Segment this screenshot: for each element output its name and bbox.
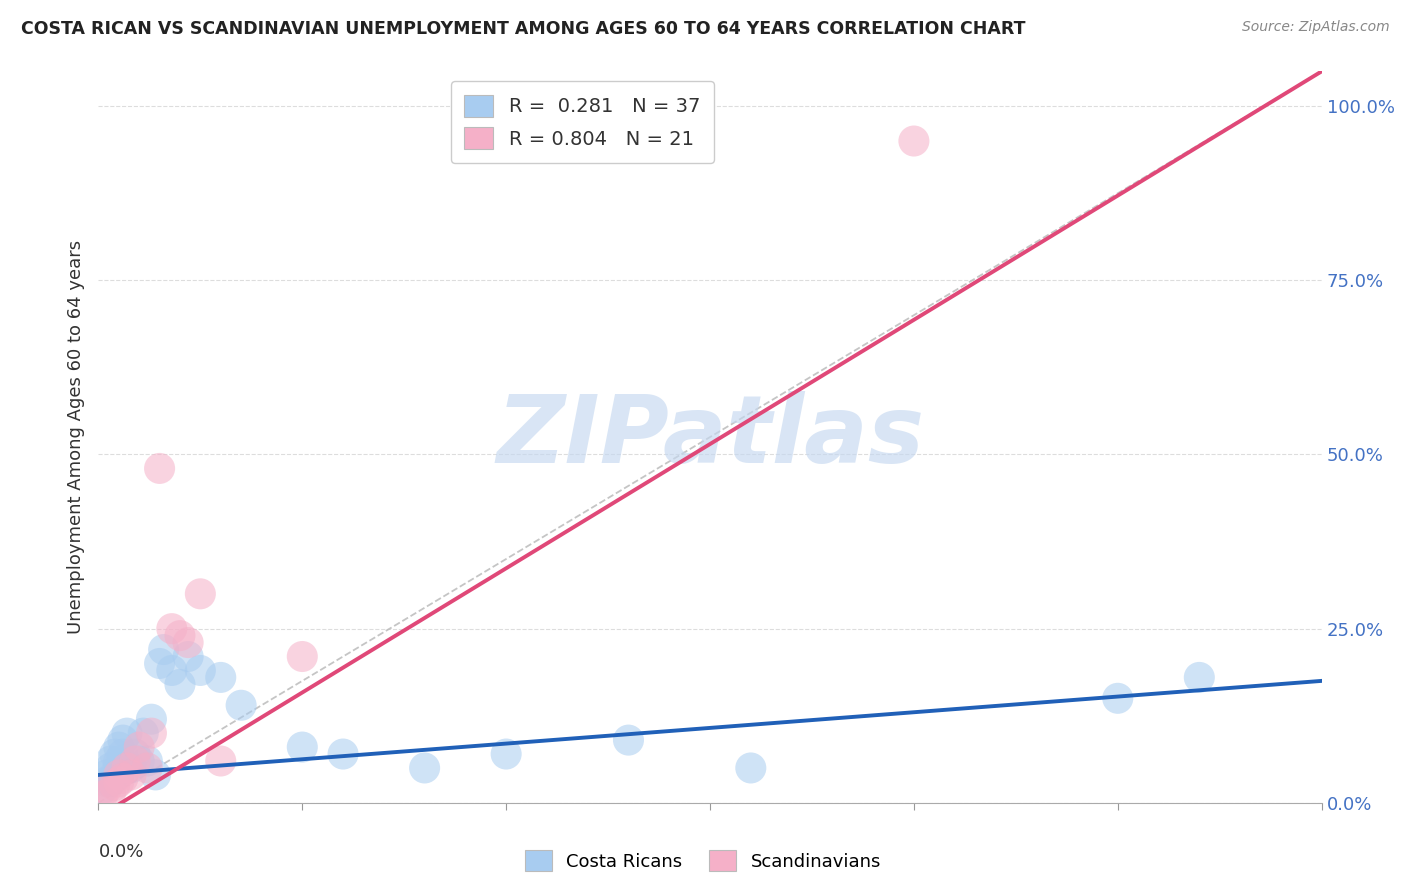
Point <box>188 587 212 601</box>
Point <box>291 649 314 664</box>
Point <box>111 733 134 747</box>
Point <box>136 761 159 775</box>
Point <box>115 761 138 775</box>
Point <box>96 775 118 789</box>
Point <box>108 768 131 782</box>
Point <box>332 747 354 761</box>
Point <box>100 754 122 768</box>
Point <box>128 754 150 768</box>
Point <box>115 726 138 740</box>
Point <box>96 768 118 782</box>
Point <box>291 740 314 755</box>
Point <box>104 778 127 792</box>
Point <box>149 461 172 475</box>
Text: Source: ZipAtlas.com: Source: ZipAtlas.com <box>1241 20 1389 34</box>
Point <box>160 664 183 678</box>
Point <box>104 747 127 761</box>
Point <box>160 622 183 636</box>
Point <box>413 761 436 775</box>
Legend: R =  0.281   N = 37, R = 0.804   N = 21: R = 0.281 N = 37, R = 0.804 N = 21 <box>451 81 714 163</box>
Point <box>91 789 114 803</box>
Point <box>111 772 134 786</box>
Point <box>169 629 191 643</box>
Point <box>111 747 134 761</box>
Point <box>100 775 122 789</box>
Point <box>124 754 146 768</box>
Point <box>96 781 118 796</box>
Point <box>177 635 200 649</box>
Point <box>177 649 200 664</box>
Point <box>188 664 212 678</box>
Text: 0.0%: 0.0% <box>98 843 143 861</box>
Point <box>108 754 131 768</box>
Point <box>1107 691 1129 706</box>
Point <box>141 726 163 740</box>
Point <box>132 726 155 740</box>
Point <box>1188 670 1211 684</box>
Point <box>128 740 150 755</box>
Point <box>209 754 232 768</box>
Point <box>152 642 174 657</box>
Point <box>108 740 131 755</box>
Point <box>231 698 253 713</box>
Point <box>136 754 159 768</box>
Point <box>91 781 114 796</box>
Point <box>145 768 167 782</box>
Legend: Costa Ricans, Scandinavians: Costa Ricans, Scandinavians <box>517 843 889 879</box>
Point <box>108 761 131 775</box>
Point <box>903 134 925 148</box>
Point <box>100 785 122 799</box>
Point <box>617 733 640 747</box>
Point <box>141 712 163 726</box>
Point <box>149 657 172 671</box>
Y-axis label: Unemployment Among Ages 60 to 64 years: Unemployment Among Ages 60 to 64 years <box>66 240 84 634</box>
Point <box>100 761 122 775</box>
Point <box>169 677 191 691</box>
Text: COSTA RICAN VS SCANDINAVIAN UNEMPLOYMENT AMONG AGES 60 TO 64 YEARS CORRELATION C: COSTA RICAN VS SCANDINAVIAN UNEMPLOYMENT… <box>21 20 1025 37</box>
Text: ZIPatlas: ZIPatlas <box>496 391 924 483</box>
Point <box>104 768 127 782</box>
Point <box>120 761 142 775</box>
Point <box>209 670 232 684</box>
Point <box>740 761 762 775</box>
Point <box>120 768 142 782</box>
Point <box>108 775 131 789</box>
Point <box>124 747 146 761</box>
Point <box>495 747 517 761</box>
